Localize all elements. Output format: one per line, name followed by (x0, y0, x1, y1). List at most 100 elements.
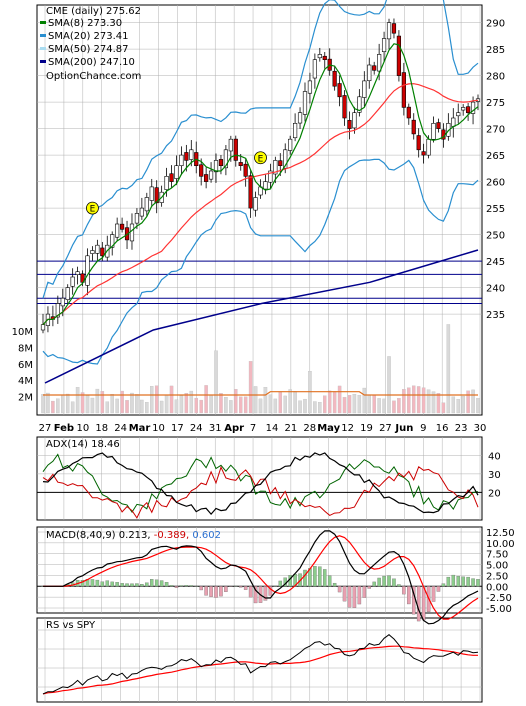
volume-bar (214, 350, 218, 414)
macd-histogram-bar (362, 586, 367, 598)
x-tick-label: 30 (474, 423, 487, 434)
candle-body (184, 152, 189, 161)
macd-histogram-bar (416, 586, 421, 622)
volume-bar (332, 391, 337, 414)
volume-average-line (43, 391, 478, 396)
candle-body (307, 80, 313, 94)
volume-bar (273, 398, 278, 414)
macd-histogram-bar (224, 586, 228, 592)
macd-histogram-bar (273, 585, 278, 587)
volume-tick-label: 6M (18, 360, 33, 371)
volume-bar (184, 393, 189, 414)
price-legend: CME (daily) 275.62 SMA(8) 273.30 SMA(20)… (40, 6, 141, 82)
macd-histogram-bar (253, 586, 258, 604)
volume-bar (456, 399, 460, 414)
legend-swatch-sma20 (40, 34, 46, 37)
macd-histogram-bar (303, 569, 307, 587)
price-tick-label: 275 (486, 98, 505, 109)
x-tick-label: Jun (394, 423, 413, 434)
candle-body (149, 186, 154, 201)
macd-histogram-bar (219, 586, 223, 597)
adx-line (42, 452, 479, 516)
candle-body (129, 223, 135, 242)
legend-sma50: SMA(50) 274.87 (48, 44, 129, 55)
volume-bar (204, 385, 208, 414)
macd-histogram-bar (115, 582, 119, 587)
candle-body (144, 197, 149, 212)
candle-body (411, 119, 416, 135)
candle-body (288, 138, 293, 151)
candle-body (322, 55, 327, 60)
price-tick-label: 250 (486, 231, 505, 242)
macd-histogram-bar (159, 580, 164, 587)
earnings-marker (254, 151, 267, 165)
candle-body (179, 154, 184, 167)
candle-body (100, 247, 105, 257)
candle-body (154, 187, 159, 204)
macd-histogram-bar (179, 585, 184, 587)
macd-histogram-bar (461, 576, 465, 587)
macd-histogram-bar (194, 586, 198, 587)
price-tick-label: 270 (486, 125, 505, 136)
x-tick-label: 23 (455, 423, 468, 434)
macd-histogram-bar (248, 586, 253, 598)
macd-histogram-bar (263, 586, 268, 601)
volume-bar (283, 395, 287, 414)
candle-body (115, 223, 120, 238)
macd-tick-label: -5.00 (486, 604, 512, 615)
candle-body (238, 162, 243, 166)
volume-bar (56, 398, 60, 414)
candle-body (164, 176, 169, 190)
volume-bar (278, 392, 283, 414)
macd-histogram-bar (120, 583, 124, 587)
volume-bar (41, 394, 45, 414)
volume-bar (65, 393, 70, 414)
candle-body (431, 123, 436, 140)
candle-body (189, 149, 194, 160)
macd-histogram-bar (145, 582, 149, 587)
candle-body (293, 123, 298, 139)
volume-bar (194, 397, 198, 414)
candle-body (233, 138, 238, 161)
macd-histogram-bar (164, 582, 169, 587)
volume-bar (105, 401, 110, 414)
bollinger-upper (42, 0, 479, 299)
candle-body (337, 83, 342, 98)
macd-signal-line (43, 535, 479, 620)
macd-histogram-bar (323, 569, 327, 587)
candle-body (416, 135, 421, 151)
candle-body (90, 250, 95, 254)
price-tick-label: 285 (486, 45, 505, 56)
x-tick-label: May (317, 423, 340, 434)
macd-histogram-bar (169, 585, 174, 587)
legend-sma20: SMA(20) 273.41 (48, 31, 129, 42)
candle-body (297, 112, 303, 124)
x-tick-label: 14 (266, 423, 279, 434)
volume-bar (120, 390, 124, 414)
volume-bar (51, 400, 55, 414)
candle-body (65, 287, 70, 300)
candle-body (70, 276, 75, 287)
volume-bar (140, 399, 144, 414)
candle-body (169, 173, 174, 182)
volume-bar (441, 402, 446, 414)
volume-bar (61, 395, 65, 414)
macd-histogram-bar (209, 586, 213, 597)
volume-bar (347, 395, 352, 414)
sma50-line (42, 83, 479, 326)
volume-bar (407, 387, 411, 414)
x-tick-label: 16 (436, 423, 449, 434)
volume-bar (342, 397, 347, 414)
volume-tick-label: 10M (12, 327, 33, 338)
volume-bar (431, 391, 436, 414)
candle-body (426, 138, 431, 156)
volume-bar (288, 389, 292, 414)
macd-histogram-bar (268, 586, 273, 596)
macd-histogram-bar (313, 566, 317, 587)
volume-bar (258, 398, 263, 414)
volume-tick-label: 8M (18, 343, 33, 354)
volume-bar (199, 399, 203, 414)
legend-sma8: SMA(8) 273.30 (48, 18, 122, 29)
candle-body (218, 159, 224, 166)
rs-title: RS vs SPY (46, 620, 96, 631)
